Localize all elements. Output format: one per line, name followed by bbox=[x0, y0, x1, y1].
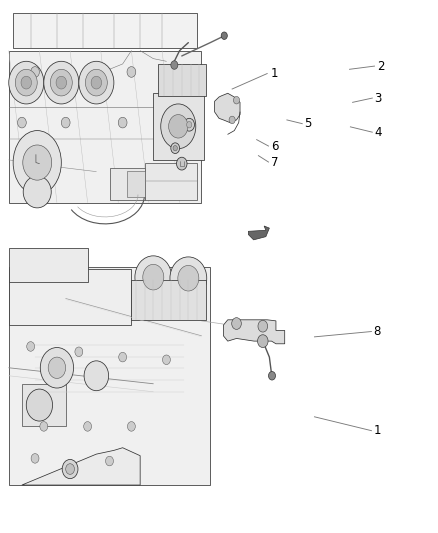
Ellipse shape bbox=[18, 117, 26, 128]
FancyBboxPatch shape bbox=[153, 93, 204, 160]
Ellipse shape bbox=[9, 61, 44, 104]
Ellipse shape bbox=[119, 352, 127, 362]
Ellipse shape bbox=[106, 456, 113, 466]
Ellipse shape bbox=[221, 32, 227, 39]
Ellipse shape bbox=[173, 146, 177, 151]
Ellipse shape bbox=[178, 265, 199, 291]
Text: 4: 4 bbox=[374, 126, 382, 139]
Ellipse shape bbox=[258, 335, 268, 348]
Ellipse shape bbox=[31, 454, 39, 463]
Ellipse shape bbox=[233, 96, 240, 104]
Ellipse shape bbox=[177, 157, 187, 170]
Ellipse shape bbox=[21, 76, 32, 89]
Ellipse shape bbox=[31, 67, 39, 77]
Ellipse shape bbox=[161, 104, 196, 149]
Ellipse shape bbox=[40, 422, 48, 431]
Ellipse shape bbox=[268, 372, 276, 380]
Ellipse shape bbox=[258, 320, 268, 332]
Polygon shape bbox=[215, 93, 240, 123]
Ellipse shape bbox=[44, 61, 79, 104]
FancyBboxPatch shape bbox=[110, 168, 145, 200]
Ellipse shape bbox=[187, 122, 192, 128]
Ellipse shape bbox=[27, 342, 35, 351]
Ellipse shape bbox=[232, 318, 241, 329]
FancyBboxPatch shape bbox=[127, 171, 145, 197]
Text: 3: 3 bbox=[374, 92, 382, 104]
Ellipse shape bbox=[171, 61, 178, 69]
Ellipse shape bbox=[169, 115, 188, 138]
Ellipse shape bbox=[61, 117, 70, 128]
Ellipse shape bbox=[23, 145, 52, 180]
Ellipse shape bbox=[15, 69, 37, 96]
Ellipse shape bbox=[127, 422, 135, 431]
Polygon shape bbox=[22, 448, 140, 485]
Ellipse shape bbox=[75, 347, 83, 357]
Ellipse shape bbox=[79, 61, 114, 104]
Ellipse shape bbox=[91, 76, 102, 89]
Ellipse shape bbox=[23, 176, 51, 208]
Ellipse shape bbox=[48, 357, 66, 378]
Ellipse shape bbox=[135, 256, 172, 298]
FancyBboxPatch shape bbox=[9, 266, 210, 485]
Text: 6: 6 bbox=[271, 140, 278, 152]
FancyBboxPatch shape bbox=[9, 51, 201, 203]
Ellipse shape bbox=[171, 117, 180, 128]
Text: 1: 1 bbox=[374, 424, 381, 437]
Ellipse shape bbox=[56, 76, 67, 89]
Ellipse shape bbox=[13, 131, 61, 195]
Ellipse shape bbox=[84, 422, 92, 431]
FancyBboxPatch shape bbox=[9, 269, 131, 325]
Text: 8: 8 bbox=[374, 325, 381, 338]
Text: 5: 5 bbox=[304, 117, 312, 130]
Ellipse shape bbox=[40, 348, 74, 388]
Ellipse shape bbox=[180, 67, 188, 77]
Ellipse shape bbox=[184, 118, 194, 131]
FancyBboxPatch shape bbox=[22, 384, 66, 426]
Ellipse shape bbox=[143, 264, 164, 290]
Ellipse shape bbox=[26, 389, 53, 421]
Ellipse shape bbox=[50, 69, 72, 96]
FancyBboxPatch shape bbox=[145, 163, 197, 200]
Ellipse shape bbox=[62, 459, 78, 479]
Ellipse shape bbox=[118, 117, 127, 128]
FancyBboxPatch shape bbox=[13, 13, 197, 48]
Polygon shape bbox=[248, 226, 269, 240]
Ellipse shape bbox=[170, 257, 207, 300]
Text: 7: 7 bbox=[271, 156, 278, 168]
Text: 2: 2 bbox=[377, 60, 384, 72]
Ellipse shape bbox=[171, 143, 180, 154]
Ellipse shape bbox=[85, 69, 107, 96]
FancyBboxPatch shape bbox=[9, 248, 88, 282]
Text: 1: 1 bbox=[271, 67, 278, 80]
Ellipse shape bbox=[66, 464, 74, 474]
Polygon shape bbox=[223, 320, 285, 344]
Ellipse shape bbox=[127, 67, 136, 77]
Ellipse shape bbox=[229, 116, 235, 124]
Ellipse shape bbox=[162, 355, 170, 365]
FancyBboxPatch shape bbox=[131, 280, 206, 320]
Ellipse shape bbox=[84, 361, 109, 391]
FancyBboxPatch shape bbox=[158, 64, 206, 96]
